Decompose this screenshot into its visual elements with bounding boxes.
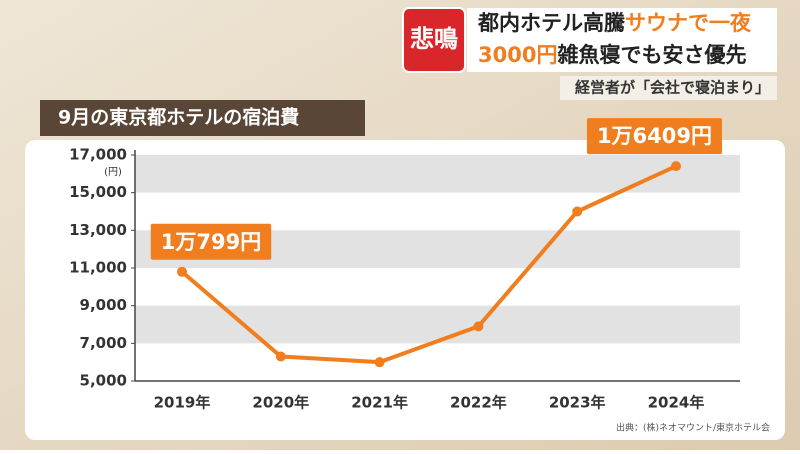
headline-line2: 3000円雑魚寝でも安さ優先	[478, 43, 746, 67]
point	[374, 357, 385, 368]
tag-box	[402, 7, 466, 73]
y-tick-label: 17,000	[69, 146, 127, 164]
headline-text: 都内ホテル高騰	[477, 11, 626, 35]
headline-text: 雑魚寝でも安さ優先	[556, 43, 746, 67]
tag: 悲鳴	[410, 25, 458, 53]
x-tick-label: 2024年	[648, 394, 705, 412]
value-label-text: 1万6409円	[597, 124, 712, 148]
sub-headline: 経営者が「会社で寝泊まり」	[575, 79, 770, 97]
x-tick-label: 2020年	[252, 394, 309, 412]
x-tick-label: 2022年	[450, 394, 507, 412]
grid-band	[135, 305, 740, 344]
point	[473, 321, 484, 332]
point	[275, 351, 286, 362]
grid-band	[135, 155, 740, 193]
x-tick-label: 2021年	[351, 394, 408, 412]
value-label: 1万799円	[150, 223, 272, 260]
value-label-box	[586, 118, 722, 155]
sub-box	[560, 76, 777, 100]
value-label: 1万6409円	[586, 118, 722, 155]
source: 出典：(株)ネオマウント/東京ホテル会	[616, 422, 770, 434]
point	[671, 161, 681, 172]
chart-title: 9月の東京都ホテルの宿泊費	[58, 106, 299, 129]
headline-box	[467, 8, 777, 72]
point	[177, 266, 187, 277]
y-tick-label: 7,000	[80, 334, 127, 352]
y-unit: (円)	[104, 167, 122, 178]
x-tick-label: 2023年	[549, 394, 606, 412]
headline-highlight: 3000円	[478, 43, 557, 67]
plot: 5,000 7,000 9,000 11,000 13,000 15,000 17,000 (…	[69, 118, 740, 412]
y-tick-label: 5,000	[80, 372, 127, 390]
headline-line1: 都内ホテル高騰サウナで一夜	[477, 11, 752, 35]
value-label-text: 1万799円	[161, 230, 261, 254]
y-tick-label: 11,000	[69, 259, 127, 277]
y-tick-label: 13,000	[69, 221, 127, 239]
value-label-box	[150, 223, 272, 260]
headline-highlight: サウナで一夜	[625, 11, 752, 35]
line	[180, 164, 677, 365]
point	[572, 206, 583, 217]
title-box	[40, 100, 365, 136]
y-tick-label: 15,000	[69, 183, 127, 201]
x-tick-label: 2019年	[154, 394, 211, 412]
y-tick-label: 9,000	[80, 296, 127, 314]
chart-panel	[25, 140, 785, 440]
